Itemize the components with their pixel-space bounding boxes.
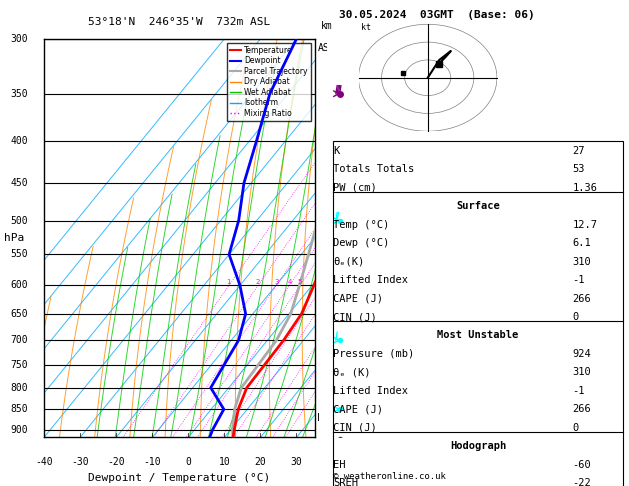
Text: 12.7: 12.7 bbox=[572, 220, 598, 230]
Text: 900: 900 bbox=[10, 425, 28, 434]
Text: K: K bbox=[333, 146, 340, 156]
Text: 53: 53 bbox=[572, 164, 585, 174]
Text: 2: 2 bbox=[327, 383, 333, 393]
Text: Dewp (°C): Dewp (°C) bbox=[333, 238, 389, 248]
Text: Surface: Surface bbox=[456, 201, 500, 211]
Text: 266: 266 bbox=[572, 404, 591, 415]
Text: 0: 0 bbox=[572, 312, 579, 322]
Text: SREH: SREH bbox=[333, 478, 359, 486]
Text: ASL: ASL bbox=[318, 43, 336, 53]
Text: 6: 6 bbox=[327, 216, 333, 226]
Text: kt: kt bbox=[361, 23, 371, 32]
Text: 1: 1 bbox=[226, 279, 231, 285]
Text: 300: 300 bbox=[10, 34, 28, 44]
Text: -10: -10 bbox=[143, 457, 161, 468]
Text: -22: -22 bbox=[572, 478, 591, 486]
Text: 2: 2 bbox=[256, 279, 260, 285]
Text: -1: -1 bbox=[572, 386, 585, 396]
Text: 700: 700 bbox=[10, 335, 28, 345]
Text: -60: -60 bbox=[572, 460, 591, 470]
Text: -30: -30 bbox=[71, 457, 89, 468]
Text: 5: 5 bbox=[327, 258, 333, 267]
Text: Lifted Index: Lifted Index bbox=[333, 386, 408, 396]
Text: Hodograph: Hodograph bbox=[450, 441, 506, 451]
Text: 5: 5 bbox=[298, 279, 303, 285]
Legend: Temperature, Dewpoint, Parcel Trajectory, Dry Adiabat, Wet Adiabat, Isotherm, Mi: Temperature, Dewpoint, Parcel Trajectory… bbox=[226, 43, 311, 121]
Text: 10: 10 bbox=[218, 457, 230, 468]
Text: 4: 4 bbox=[327, 299, 333, 310]
Text: θₑ(K): θₑ(K) bbox=[333, 257, 365, 267]
Text: Temp (°C): Temp (°C) bbox=[333, 220, 389, 230]
Text: km: km bbox=[321, 21, 333, 31]
Text: θₑ (K): θₑ (K) bbox=[333, 367, 371, 378]
Text: 20: 20 bbox=[255, 457, 266, 468]
Text: 350: 350 bbox=[10, 89, 28, 99]
Text: 500: 500 bbox=[10, 216, 28, 226]
Text: 310: 310 bbox=[572, 257, 591, 267]
Text: 30.05.2024  03GMT  (Base: 06): 30.05.2024 03GMT (Base: 06) bbox=[339, 10, 535, 20]
Text: 750: 750 bbox=[10, 360, 28, 370]
Text: 0: 0 bbox=[572, 423, 579, 433]
Text: LCL: LCL bbox=[317, 413, 335, 422]
Text: © weatheronline.co.uk: © weatheronline.co.uk bbox=[333, 472, 446, 481]
Text: Most Unstable: Most Unstable bbox=[437, 330, 519, 341]
Text: Dewpoint / Temperature (°C): Dewpoint / Temperature (°C) bbox=[88, 473, 270, 483]
Text: -20: -20 bbox=[108, 457, 125, 468]
Text: 53°18'N  246°35'W  732m ASL: 53°18'N 246°35'W 732m ASL bbox=[88, 17, 270, 27]
Text: -40: -40 bbox=[35, 457, 53, 468]
Text: 450: 450 bbox=[10, 178, 28, 188]
Text: 6.1: 6.1 bbox=[572, 238, 591, 248]
Text: EH: EH bbox=[333, 460, 346, 470]
Text: 310: 310 bbox=[572, 367, 591, 378]
Text: 4: 4 bbox=[287, 279, 292, 285]
Text: 650: 650 bbox=[10, 309, 28, 319]
Text: 550: 550 bbox=[10, 249, 28, 260]
Text: 400: 400 bbox=[10, 136, 28, 146]
Text: 266: 266 bbox=[572, 294, 591, 304]
Text: 3: 3 bbox=[327, 341, 333, 351]
Text: CAPE (J): CAPE (J) bbox=[333, 404, 383, 415]
Text: Lifted Index: Lifted Index bbox=[333, 275, 408, 285]
Text: hPa: hPa bbox=[4, 233, 25, 243]
Text: 1: 1 bbox=[327, 425, 333, 435]
Text: Totals Totals: Totals Totals bbox=[333, 164, 415, 174]
Text: 8: 8 bbox=[327, 132, 333, 142]
Text: 850: 850 bbox=[10, 404, 28, 414]
Text: 7: 7 bbox=[327, 174, 333, 184]
Text: 924: 924 bbox=[572, 349, 591, 359]
Text: Pressure (mb): Pressure (mb) bbox=[333, 349, 415, 359]
Text: 8: 8 bbox=[321, 279, 325, 285]
Text: CIN (J): CIN (J) bbox=[333, 423, 377, 433]
Text: 600: 600 bbox=[10, 280, 28, 291]
Text: CIN (J): CIN (J) bbox=[333, 312, 377, 322]
Text: 800: 800 bbox=[10, 382, 28, 393]
Text: 27: 27 bbox=[572, 146, 585, 156]
Text: -1: -1 bbox=[572, 275, 585, 285]
Text: 30: 30 bbox=[291, 457, 303, 468]
Text: CAPE (J): CAPE (J) bbox=[333, 294, 383, 304]
Text: PW (cm): PW (cm) bbox=[333, 183, 377, 193]
Text: 3: 3 bbox=[274, 279, 279, 285]
Text: 0: 0 bbox=[186, 457, 191, 468]
Text: 1.36: 1.36 bbox=[572, 183, 598, 193]
